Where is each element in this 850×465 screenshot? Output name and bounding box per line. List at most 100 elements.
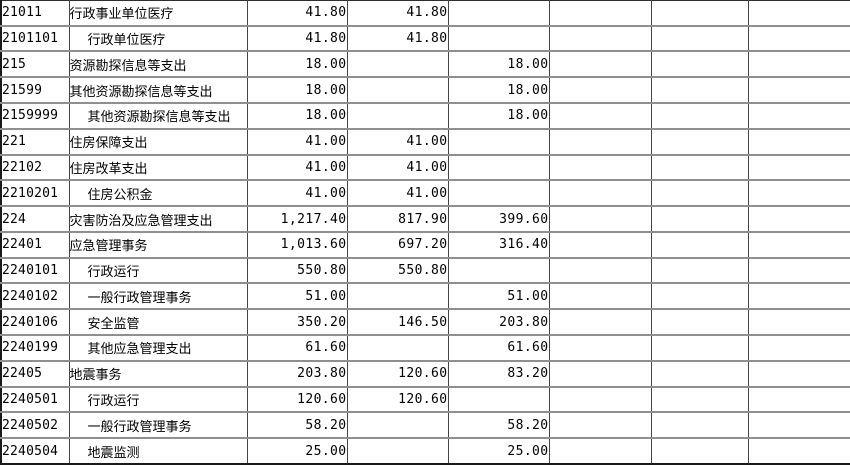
amount-cell bbox=[747, 437, 850, 464]
amount-cell: 58.20 bbox=[447, 411, 549, 439]
amount-cell: 316.40 bbox=[447, 230, 549, 258]
amount-cell bbox=[747, 205, 850, 232]
amount-cell bbox=[650, 308, 748, 336]
amount-cell bbox=[346, 411, 448, 439]
amount-cell bbox=[747, 385, 850, 413]
amount-cell bbox=[650, 359, 748, 387]
amount-cell bbox=[548, 282, 651, 310]
amount-cell bbox=[346, 50, 448, 78]
table-row: 2240199 其他应急管理支出 61.60 61.60 bbox=[1, 334, 850, 361]
name-cell: 应急管理事务 bbox=[68, 230, 247, 258]
amount-cell bbox=[650, 24, 748, 52]
amount-cell: 41.00 bbox=[346, 127, 448, 155]
amount-cell bbox=[447, 127, 549, 155]
amount-cell bbox=[747, 230, 850, 258]
code-cell: 221 bbox=[1, 127, 69, 155]
amount-cell bbox=[747, 102, 850, 129]
code-cell: 2240501 bbox=[1, 385, 69, 413]
amount-cell bbox=[650, 0, 748, 26]
table-row: 22102 住房改革支出 41.00 41.00 bbox=[1, 153, 850, 181]
name-cell: 其他资源勘探信息等支出 bbox=[68, 76, 247, 103]
amount-cell bbox=[650, 205, 748, 232]
amount-cell: 41.00 bbox=[246, 153, 347, 181]
amount-cell bbox=[346, 76, 448, 103]
name-cell: 一般行政管理事务 bbox=[68, 411, 247, 439]
amount-cell bbox=[747, 256, 850, 284]
amount-cell bbox=[747, 334, 850, 361]
table-row: 2240504 地震监测 25.00 25.00 bbox=[1, 437, 850, 464]
code-cell: 2210201 bbox=[1, 179, 69, 207]
amount-cell: 18.00 bbox=[246, 102, 347, 129]
table-row: 215 资源勘探信息等支出 18.00 18.00 bbox=[1, 50, 850, 78]
amount-cell bbox=[548, 50, 651, 78]
amount-cell bbox=[548, 153, 651, 181]
amount-cell bbox=[447, 0, 549, 26]
table-row: 221 住房保障支出 41.00 41.00 bbox=[1, 127, 850, 155]
amount-cell bbox=[747, 0, 850, 26]
amount-cell bbox=[346, 282, 448, 310]
amount-cell bbox=[548, 308, 651, 336]
amount-cell: 58.20 bbox=[246, 411, 347, 439]
amount-cell: 550.80 bbox=[246, 256, 347, 284]
amount-cell bbox=[346, 102, 448, 129]
amount-cell: 350.20 bbox=[246, 308, 347, 336]
amount-cell bbox=[650, 76, 748, 103]
amount-cell bbox=[747, 282, 850, 310]
code-cell: 22405 bbox=[1, 359, 69, 387]
amount-cell bbox=[548, 359, 651, 387]
code-cell: 2101101 bbox=[1, 24, 69, 52]
amount-cell bbox=[346, 334, 448, 361]
amount-cell bbox=[747, 127, 850, 155]
amount-cell: 41.00 bbox=[246, 127, 347, 155]
amount-cell bbox=[548, 437, 651, 464]
amount-cell bbox=[548, 334, 651, 361]
name-cell: 地震监测 bbox=[68, 437, 247, 464]
code-cell: 2240101 bbox=[1, 256, 69, 284]
amount-cell bbox=[747, 359, 850, 387]
code-cell: 2159999 bbox=[1, 102, 69, 129]
amount-cell: 120.60 bbox=[346, 385, 448, 413]
amount-cell bbox=[650, 102, 748, 129]
table-row: 22401 应急管理事务 1,013.60 697.20 316.40 bbox=[1, 230, 850, 258]
table-row: 2159999 其他资源勘探信息等支出 18.00 18.00 bbox=[1, 102, 850, 129]
amount-cell bbox=[650, 179, 748, 207]
amount-cell bbox=[650, 411, 748, 439]
amount-cell: 41.80 bbox=[346, 24, 448, 52]
amount-cell bbox=[747, 411, 850, 439]
amount-cell bbox=[650, 50, 748, 78]
name-cell: 行政运行 bbox=[68, 385, 247, 413]
amount-cell: 41.00 bbox=[346, 179, 448, 207]
name-cell: 资源勘探信息等支出 bbox=[68, 50, 247, 78]
amount-cell bbox=[747, 76, 850, 103]
amount-cell bbox=[650, 282, 748, 310]
amount-cell bbox=[548, 24, 651, 52]
amount-cell: 120.60 bbox=[346, 359, 448, 387]
amount-cell: 18.00 bbox=[447, 76, 549, 103]
code-cell: 22102 bbox=[1, 153, 69, 181]
code-cell: 224 bbox=[1, 205, 69, 232]
amount-cell bbox=[548, 230, 651, 258]
amount-cell bbox=[747, 153, 850, 181]
amount-cell: 1,217.40 bbox=[246, 205, 347, 232]
name-cell: 行政单位医疗 bbox=[68, 24, 247, 52]
table-row: 2210201 住房公积金 41.00 41.00 bbox=[1, 179, 850, 207]
name-cell: 住房改革支出 bbox=[68, 153, 247, 181]
table-row: 2240106 安全监管 350.20 146.50 203.80 bbox=[1, 308, 850, 336]
amount-cell: 18.00 bbox=[447, 50, 549, 78]
amount-cell bbox=[650, 385, 748, 413]
amount-cell bbox=[747, 50, 850, 78]
name-cell: 其他资源勘探信息等支出 bbox=[68, 102, 247, 129]
amount-cell bbox=[548, 0, 651, 26]
amount-cell: 41.00 bbox=[346, 153, 448, 181]
amount-cell: 41.00 bbox=[246, 179, 347, 207]
table-row: 2240501 行政运行 120.60 120.60 bbox=[1, 385, 850, 413]
amount-cell bbox=[548, 385, 651, 413]
table-row: 21599 其他资源勘探信息等支出 18.00 18.00 bbox=[1, 76, 850, 103]
table-row: 22405 地震事务 203.80 120.60 83.20 bbox=[1, 359, 850, 387]
name-cell: 其他应急管理支出 bbox=[68, 334, 247, 361]
amount-cell: 83.20 bbox=[447, 359, 549, 387]
name-cell: 灾害防治及应急管理支出 bbox=[68, 205, 247, 232]
amount-cell: 697.20 bbox=[346, 230, 448, 258]
code-cell: 22401 bbox=[1, 230, 69, 258]
amount-cell: 399.60 bbox=[447, 205, 549, 232]
